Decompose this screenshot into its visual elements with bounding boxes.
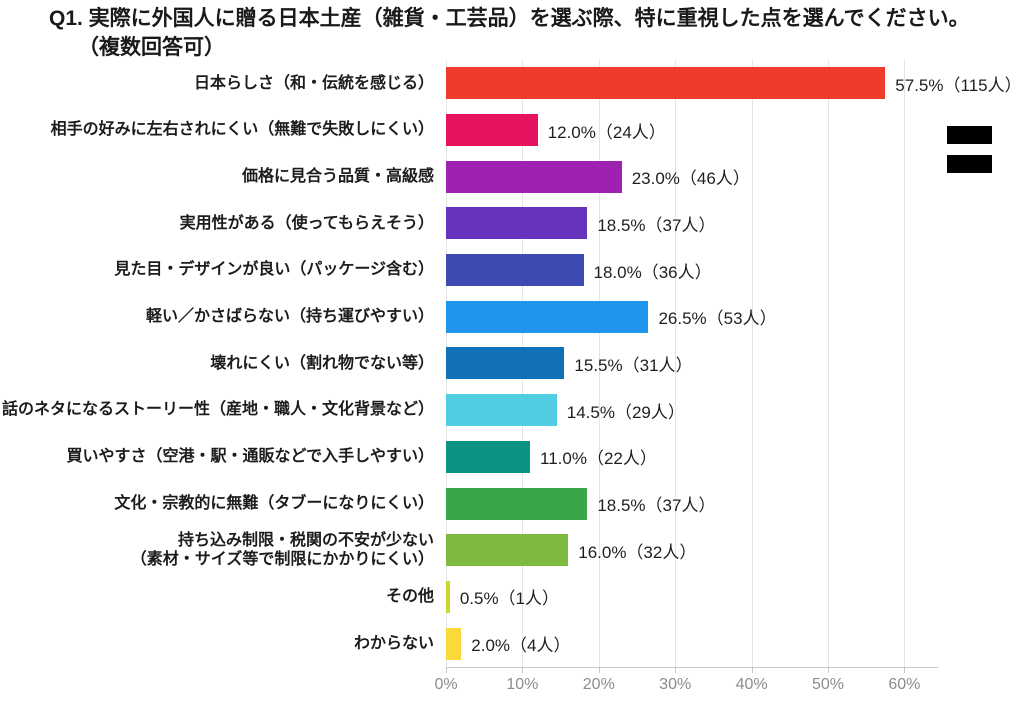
chart-row: 買いやすさ（空港・駅・通販などで入手しやすい） 11.0%（22人） — [0, 434, 1024, 481]
category-label: 持ち込み制限・税関の不安が少ない （素材・サイズ等で制限にかかりにくい） — [130, 531, 434, 569]
bar — [446, 347, 565, 380]
value-label: 18.5%（37人） — [597, 215, 716, 235]
category-label: 軽い／かさばらない（持ち運びやすい） — [145, 308, 434, 326]
chart-title: Q1. 実際に外国人に贈る日本土産（雑貨・工芸品）を選ぶ際、特に重視した点を選ん… — [49, 4, 970, 62]
chart-title-line2: （複数回答可） — [78, 36, 225, 59]
equals-mark-bottom-bar — [947, 155, 992, 173]
bar-zone: 15.5%（31人） — [446, 347, 1024, 380]
chart-row: 日本らしさ（和・伝統を感じる） 57.5%（115人） — [0, 60, 1024, 107]
value-label: 12.0%（24人） — [547, 122, 666, 142]
value-label: 23.0%（46人） — [631, 169, 750, 189]
x-axis-tick-label: 0% — [434, 676, 458, 693]
bar — [446, 114, 538, 147]
equals-mark-icon — [947, 126, 992, 173]
bar — [446, 580, 450, 613]
chart-row: 話のネタになるストーリー性（産地・職人・文化背景など） 14.5%（29人） — [0, 387, 1024, 434]
chart-title-line1: Q1. 実際に外国人に贈る日本土産（雑貨・工芸品）を選ぶ際、特に重視した点を選ん… — [49, 7, 970, 30]
x-axis-tick — [446, 667, 447, 673]
category-label: 日本らしさ（和・伝統を感じる） — [193, 74, 434, 92]
value-label: 26.5%（53人） — [658, 309, 777, 329]
bar — [446, 627, 462, 660]
chart-row: 見た目・デザインが良い（パッケージ含む） 18.0%（36人） — [0, 247, 1024, 294]
chart-row: その他 0.5%（1人） — [0, 574, 1024, 621]
chart-row: わからない 2.0%（4人） — [0, 620, 1024, 667]
x-axis-tick-label: 20% — [582, 676, 615, 693]
chart-row: 壊れにくい（割れ物でない等） 15.5%（31人） — [0, 340, 1024, 387]
equals-mark-top-bar — [947, 126, 992, 144]
x-axis-tick-label: 60% — [888, 676, 921, 693]
x-axis-tick-label: 10% — [506, 676, 539, 693]
bar — [446, 534, 569, 567]
bar — [446, 254, 584, 287]
bar — [446, 394, 557, 427]
value-label: 11.0%（22人） — [540, 449, 657, 469]
bar — [446, 160, 622, 193]
bar-zone: 14.5%（29人） — [446, 394, 1024, 427]
bar-zone: 16.0%（32人） — [446, 534, 1024, 567]
category-label: 文化・宗教的に無難（タブーになりにくい） — [114, 494, 434, 512]
bar — [446, 300, 649, 333]
bar — [446, 487, 588, 520]
category-label: 買いやすさ（空港・駅・通販などで入手しやすい） — [66, 448, 434, 466]
chart-plot-area: 日本らしさ（和・伝統を感じる） 57.5%（115人） 相手の好みに左右されにく… — [0, 60, 1024, 667]
bar-zone: 57.5%（115人） — [446, 67, 1024, 100]
chart-rows: 日本らしさ（和・伝統を感じる） 57.5%（115人） 相手の好みに左右されにく… — [0, 60, 1024, 667]
chart-row: 持ち込み制限・税関の不安が少ない （素材・サイズ等で制限にかかりにくい） 16.0… — [0, 527, 1024, 574]
category-label: 実用性がある（使ってもらえそう） — [179, 214, 434, 232]
bar-zone: 12.0%（24人） — [446, 114, 1024, 147]
category-label: その他 — [385, 588, 434, 606]
x-axis-tick — [828, 667, 829, 673]
category-label: 見た目・デザインが良い（パッケージ含む） — [114, 261, 434, 279]
value-label: 0.5%（1人） — [459, 589, 560, 609]
category-label: 相手の好みに左右されにくい（無難で失敗しにくい） — [50, 121, 434, 139]
value-label: 14.5%（29人） — [566, 402, 685, 422]
category-label: わからない — [353, 634, 434, 652]
x-axis-line — [446, 667, 938, 668]
bar-zone: 18.0%（36人） — [446, 254, 1024, 287]
chart-row: 実用性がある（使ってもらえそう） 18.5%（37人） — [0, 200, 1024, 247]
x-axis-tick-label: 50% — [811, 676, 845, 693]
bar — [446, 67, 886, 100]
bar-zone: 26.5%（53人） — [446, 300, 1024, 333]
category-label: 価格に見合う品質・高級感 — [241, 167, 434, 185]
value-label: 57.5%（115人） — [895, 75, 1022, 95]
chart-row: 価格に見合う品質・高級感 23.0%（46人） — [0, 153, 1024, 200]
x-axis-tick-label: 40% — [735, 676, 768, 693]
bar-zone: 18.5%（37人） — [446, 487, 1024, 520]
value-label: 16.0%（32人） — [578, 542, 697, 562]
bar-zone: 18.5%（37人） — [446, 207, 1024, 240]
value-label: 18.0%（36人） — [593, 262, 712, 282]
bar-zone: 0.5%（1人） — [446, 580, 1024, 613]
chart-row: 文化・宗教的に無難（タブーになりにくい） 18.5%（37人） — [0, 480, 1024, 527]
x-axis-tick — [522, 667, 524, 673]
x-axis-tick — [904, 667, 906, 673]
value-label: 15.5%（31人） — [574, 355, 693, 375]
category-label: 話のネタになるストーリー性（産地・職人・文化背景など） — [1, 401, 434, 419]
x-axis-tick-label: 30% — [659, 676, 692, 693]
bar — [446, 440, 531, 473]
x-axis-tick — [598, 667, 600, 673]
bar — [446, 207, 588, 240]
category-label: 壊れにくい（割れ物でない等） — [210, 354, 434, 372]
x-axis-tick — [675, 667, 677, 673]
x-axis-tick — [751, 667, 753, 673]
value-label: 18.5%（37人） — [597, 496, 716, 516]
chart-row: 軽い／かさばらない（持ち運びやすい） 26.5%（53人） — [0, 293, 1024, 340]
bar-zone: 2.0%（4人） — [446, 627, 1024, 660]
bar-zone: 23.0%（46人） — [446, 160, 1024, 193]
chart-row: 相手の好みに左右されにくい（無難で失敗しにくい） 12.0%（24人） — [0, 107, 1024, 154]
value-label: 2.0%（4人） — [471, 636, 571, 656]
bar-zone: 11.0%（22人） — [446, 440, 1024, 473]
